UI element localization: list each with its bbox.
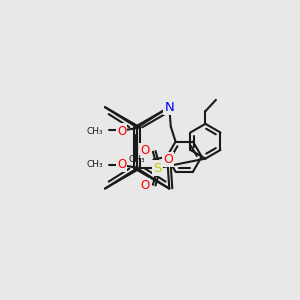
Text: CH₃: CH₃ [128,155,145,164]
Text: O: O [163,153,173,166]
Text: O: O [140,144,149,157]
Text: CH₃: CH₃ [86,127,103,136]
Text: O: O [140,179,149,192]
Text: S: S [153,162,162,175]
Text: CH₃: CH₃ [86,160,103,169]
Text: N: N [164,100,174,114]
Text: O: O [117,158,126,171]
Text: O: O [117,124,126,138]
